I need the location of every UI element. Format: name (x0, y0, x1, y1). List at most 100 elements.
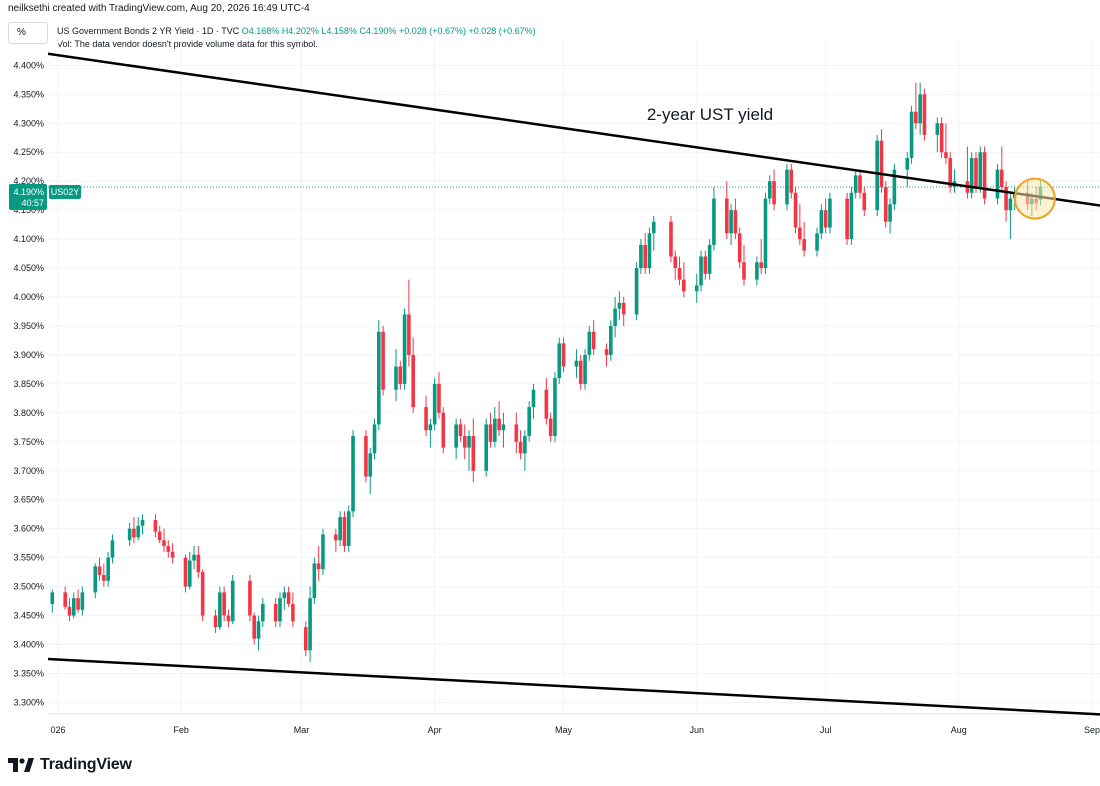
candle-body (407, 314, 411, 355)
candle (102, 563, 106, 587)
candle-body (441, 412, 446, 448)
candle-body (67, 606, 72, 616)
candle-body (982, 152, 987, 199)
candle (140, 514, 145, 535)
candle-body (488, 424, 493, 442)
candle-body (334, 534, 338, 541)
candle-body (80, 592, 85, 610)
x-tick-label: Apr (428, 725, 442, 735)
candle-body (76, 598, 80, 610)
candle-body (948, 158, 953, 187)
candle (802, 221, 806, 257)
candle-body (544, 389, 549, 419)
candle (725, 181, 729, 240)
y-axis: 4.400% 4.350% 4.300% 4.250% 4.200% 4.150% 4.10… (13, 60, 44, 707)
candle (553, 372, 557, 442)
candle (248, 575, 252, 622)
legend-close: C4.190% (359, 26, 397, 36)
candle (939, 117, 944, 159)
candle-body (767, 181, 772, 199)
trendline-upper (47, 52, 1100, 207)
candle (338, 511, 342, 547)
candle-body (170, 551, 175, 558)
candle (398, 360, 403, 390)
candle (965, 146, 970, 199)
unit-toggle-button[interactable]: % (8, 22, 48, 44)
y-tick-label: 3.700% (13, 466, 44, 476)
candle-body (132, 528, 136, 538)
candle-body (669, 221, 673, 257)
candle (819, 204, 824, 240)
candle-body (853, 175, 858, 193)
candle-body (527, 407, 531, 437)
candle-body (454, 424, 458, 448)
candle (364, 430, 368, 483)
candle-body (703, 256, 708, 274)
candle-body (303, 627, 308, 651)
y-tick-label: 4.000% (13, 292, 44, 302)
candle (432, 378, 437, 431)
candle (707, 239, 712, 280)
legend-high: H4.202% (281, 26, 319, 36)
legend-low: L4.158% (321, 26, 357, 36)
candle-body (974, 158, 978, 187)
candle-body (634, 268, 639, 315)
candle-body (969, 158, 974, 193)
candle-body (402, 314, 407, 384)
candle (441, 407, 446, 454)
y-tick-label: 4.300% (13, 118, 44, 128)
candle (703, 250, 708, 280)
candle-body (127, 528, 132, 541)
y-tick-label: 4.250% (13, 147, 44, 157)
candle (411, 337, 415, 413)
candle-body (381, 331, 385, 390)
candle-body (677, 268, 682, 280)
candle-body (398, 366, 403, 384)
candle (110, 534, 115, 564)
candlestick-chart[interactable]: 4.400% 4.350% 4.300% 4.250% 4.200% 4.150% 4.10… (0, 0, 1100, 750)
candle (71, 592, 76, 619)
candle-body (50, 592, 55, 604)
y-tick-label: 4.400% (13, 60, 44, 70)
x-tick-label: Sep (1084, 725, 1100, 735)
candle (883, 181, 888, 228)
candle-body (939, 123, 944, 153)
candle (862, 186, 867, 216)
candle (548, 412, 553, 442)
candle (772, 169, 776, 211)
candle (437, 372, 441, 419)
candle-body (286, 592, 291, 604)
candle (892, 163, 897, 211)
candle-body (501, 424, 506, 431)
candle (514, 412, 519, 454)
candle (604, 343, 609, 367)
candle-body (71, 598, 76, 616)
candle (888, 198, 892, 234)
legend-open: O4.168% (241, 26, 280, 36)
footer-brand-text: TradingView (40, 756, 132, 773)
candle (76, 589, 80, 613)
candle (291, 592, 295, 628)
candle (467, 430, 471, 471)
symbol-name[interactable]: US Government Bonds 2 YR Yield · 1D · TV… (57, 26, 240, 36)
candle (462, 424, 467, 460)
candle (609, 320, 613, 361)
candle-body (437, 383, 441, 413)
candle (93, 563, 98, 599)
candle (252, 612, 257, 645)
x-tick-label: Mar (294, 725, 310, 735)
candle-body (759, 262, 763, 269)
candle-body (364, 436, 368, 477)
candle (815, 227, 819, 257)
candle (407, 279, 411, 367)
candle (372, 418, 377, 460)
candle-body (879, 140, 884, 187)
candle (974, 152, 978, 193)
candle-body (368, 453, 373, 477)
candle-body (256, 621, 261, 639)
candle-body (518, 441, 523, 454)
candle (944, 123, 948, 164)
y-tick-label: 4.150% (13, 205, 44, 215)
candle (789, 163, 794, 199)
candle-body (591, 331, 596, 350)
